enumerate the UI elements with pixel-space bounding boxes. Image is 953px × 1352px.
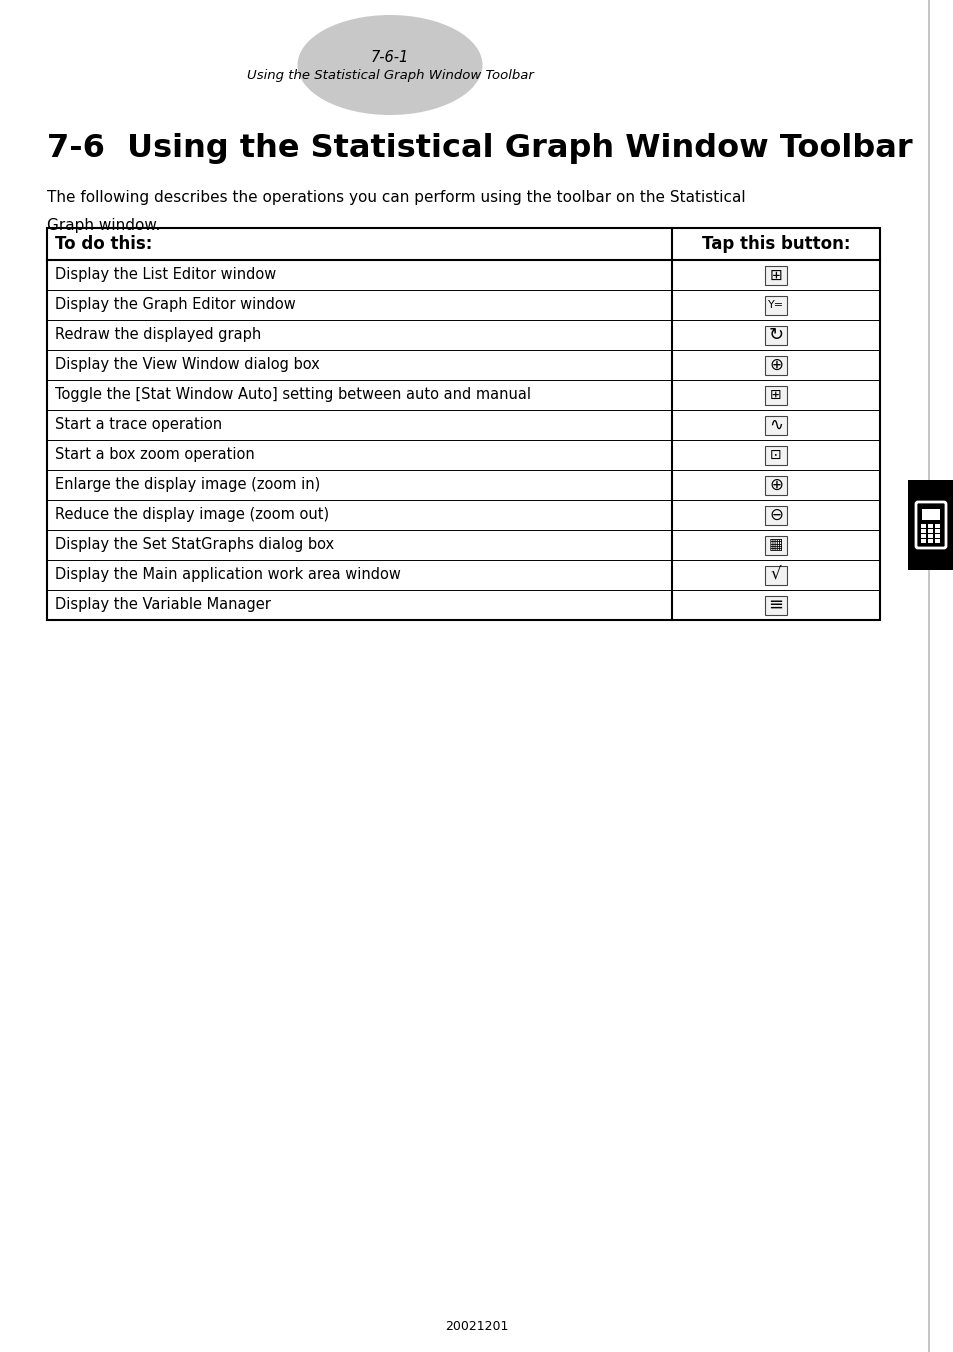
Bar	[764, 415, 786, 434]
Text: √: √	[770, 566, 781, 584]
Bar	[927, 534, 932, 538]
Text: Y=: Y=	[767, 300, 783, 310]
Bar	[764, 595, 786, 615]
Ellipse shape	[297, 15, 482, 115]
Text: Toggle the [Stat Window Auto] setting between auto and manual: Toggle the [Stat Window Auto] setting be…	[55, 388, 531, 403]
Text: Display the Variable Manager: Display the Variable Manager	[55, 598, 271, 612]
Text: Display the Set StatGraphs dialog box: Display the Set StatGraphs dialog box	[55, 538, 334, 553]
Text: ∿: ∿	[768, 416, 782, 434]
Text: Graph window.: Graph window.	[47, 218, 160, 233]
Text: 7-6  Using the Statistical Graph Window Toolbar: 7-6 Using the Statistical Graph Window T…	[47, 132, 912, 164]
Bar	[920, 534, 925, 538]
Text: ↻: ↻	[767, 326, 782, 343]
Bar	[764, 476, 786, 495]
Text: 7-6-1: 7-6-1	[371, 50, 409, 65]
Bar	[920, 529, 925, 533]
Bar	[764, 565, 786, 584]
Text: Start a trace operation: Start a trace operation	[55, 418, 222, 433]
Bar	[927, 539, 932, 542]
Bar	[920, 539, 925, 542]
Text: ⊕: ⊕	[768, 356, 782, 375]
Bar	[764, 506, 786, 525]
Text: The following describes the operations you can perform using the toolbar on the : The following describes the operations y…	[47, 191, 745, 206]
Bar	[927, 525, 932, 527]
Bar	[764, 296, 786, 315]
Text: Start a box zoom operation: Start a box zoom operation	[55, 448, 254, 462]
Text: To do this:: To do this:	[55, 235, 152, 253]
Text: Display the Main application work area window: Display the Main application work area w…	[55, 568, 400, 583]
Text: ▦: ▦	[768, 538, 782, 553]
Text: Display the Graph Editor window: Display the Graph Editor window	[55, 297, 295, 312]
Text: ⊕: ⊕	[768, 476, 782, 493]
Bar	[764, 265, 786, 284]
FancyBboxPatch shape	[915, 502, 945, 548]
Bar	[47, 228, 879, 621]
Text: Tap this button:: Tap this button:	[701, 235, 849, 253]
Bar	[934, 525, 939, 527]
Text: ⊞: ⊞	[769, 388, 781, 402]
Bar	[927, 529, 932, 533]
Text: ≡: ≡	[767, 596, 782, 614]
Text: Using the Statistical Graph Window Toolbar: Using the Statistical Graph Window Toolb…	[246, 69, 533, 81]
Bar	[921, 508, 939, 521]
Text: ⊞: ⊞	[769, 268, 781, 283]
Text: Display the View Window dialog box: Display the View Window dialog box	[55, 357, 319, 373]
Text: Enlarge the display image (zoom in): Enlarge the display image (zoom in)	[55, 477, 320, 492]
Bar	[764, 446, 786, 465]
Text: 20021201: 20021201	[445, 1321, 508, 1333]
Text: Display the List Editor window: Display the List Editor window	[55, 268, 276, 283]
Text: ⊖: ⊖	[768, 506, 782, 525]
Text: Reduce the display image (zoom out): Reduce the display image (zoom out)	[55, 507, 329, 522]
Bar	[934, 529, 939, 533]
Bar	[764, 385, 786, 404]
Bar	[920, 525, 925, 527]
Bar	[764, 326, 786, 345]
Bar	[934, 534, 939, 538]
Text: Redraw the displayed graph: Redraw the displayed graph	[55, 327, 261, 342]
Bar	[764, 356, 786, 375]
Text: ⊡: ⊡	[769, 448, 781, 462]
Bar	[907, 480, 953, 571]
Bar	[934, 539, 939, 542]
Bar	[764, 535, 786, 554]
